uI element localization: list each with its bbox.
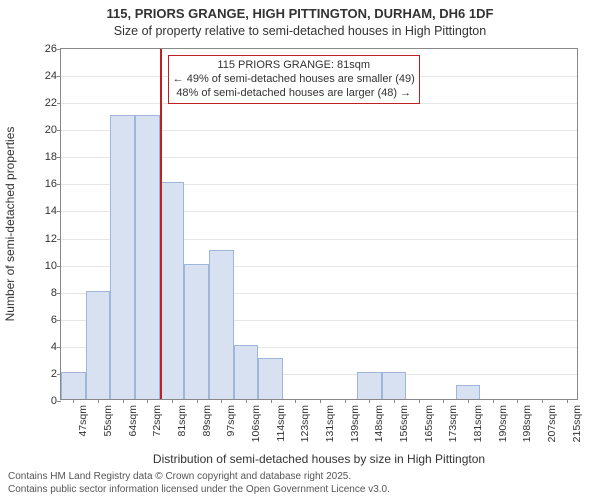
x-tick-label: 97sqm: [225, 405, 237, 437]
x-tick-label: 114sqm: [275, 405, 287, 442]
y-tick-label: 14: [45, 205, 57, 217]
x-tick-label: 156sqm: [398, 405, 410, 442]
footer-line-2: Contains public sector information licen…: [8, 484, 390, 497]
annotation-line: 115 PRIORS GRANGE: 81sqm: [173, 59, 415, 73]
bar: [456, 385, 481, 399]
x-axis-label: Distribution of semi-detached houses by …: [153, 452, 485, 466]
bar: [135, 115, 160, 399]
x-tick-label: 123sqm: [299, 405, 311, 442]
y-tick-label: 10: [45, 260, 57, 272]
y-tick-label: 26: [45, 43, 57, 55]
x-tick-label: 173sqm: [447, 405, 459, 442]
x-tick-label: 64sqm: [127, 405, 139, 437]
y-tick-label: 24: [45, 70, 57, 82]
y-tick-label: 12: [45, 233, 57, 245]
marker-line: [160, 49, 162, 399]
x-tick-label: 190sqm: [497, 405, 509, 442]
chart-container: { "title": "115, PRIORS GRANGE, HIGH PIT…: [0, 0, 600, 500]
bar: [61, 372, 86, 399]
x-tick-label: 47sqm: [77, 405, 89, 437]
y-tick-label: 2: [51, 368, 57, 380]
bar: [357, 372, 382, 399]
subtitle: Size of property relative to semi-detach…: [0, 23, 600, 39]
x-tick-label: 89sqm: [201, 405, 213, 437]
footer-line-1: Contains HM Land Registry data © Crown c…: [8, 471, 390, 484]
bar: [209, 250, 234, 399]
annotation-box: 115 PRIORS GRANGE: 81sqm← 49% of semi-de…: [168, 55, 420, 104]
footer: Contains HM Land Registry data © Crown c…: [8, 471, 390, 496]
title: 115, PRIORS GRANGE, HIGH PITTINGTON, DUR…: [0, 6, 600, 23]
x-tick-label: 139sqm: [349, 405, 361, 442]
x-tick-label: 81sqm: [176, 405, 188, 437]
y-tick-label: 20: [45, 124, 57, 136]
bar: [184, 264, 209, 399]
y-tick-label: 8: [51, 287, 57, 299]
title-block: 115, PRIORS GRANGE, HIGH PITTINGTON, DUR…: [0, 0, 600, 39]
x-tick-label: 106sqm: [250, 405, 262, 442]
y-tick-label: 22: [45, 97, 57, 109]
y-tick-label: 4: [51, 341, 57, 353]
bar: [110, 115, 135, 399]
bar: [382, 372, 407, 399]
annotation-line: ← 49% of semi-detached houses are smalle…: [173, 73, 415, 87]
x-tick-label: 207sqm: [546, 405, 558, 442]
x-tick-label: 55sqm: [102, 405, 114, 437]
x-tick-label: 72sqm: [151, 405, 163, 437]
x-tick-label: 198sqm: [521, 405, 533, 442]
x-tick-label: 215sqm: [571, 405, 583, 442]
x-tick-label: 181sqm: [472, 405, 484, 442]
y-tick-label: 0: [51, 395, 57, 407]
bar: [86, 291, 111, 399]
plot-area: 0246810121416182022242647sqm55sqm64sqm72…: [60, 48, 578, 400]
annotation-line: 48% of semi-detached houses are larger (…: [173, 87, 415, 101]
x-tick-label: 131sqm: [324, 405, 336, 442]
bar: [160, 182, 185, 399]
y-tick-label: 6: [51, 314, 57, 326]
y-tick-label: 18: [45, 151, 57, 163]
bar: [258, 358, 283, 399]
bar: [234, 345, 259, 399]
x-tick-label: 148sqm: [373, 405, 385, 442]
x-tick-label: 165sqm: [423, 405, 435, 442]
y-axis-label: Number of semi-detached properties: [3, 127, 17, 322]
y-tick-label: 16: [45, 178, 57, 190]
